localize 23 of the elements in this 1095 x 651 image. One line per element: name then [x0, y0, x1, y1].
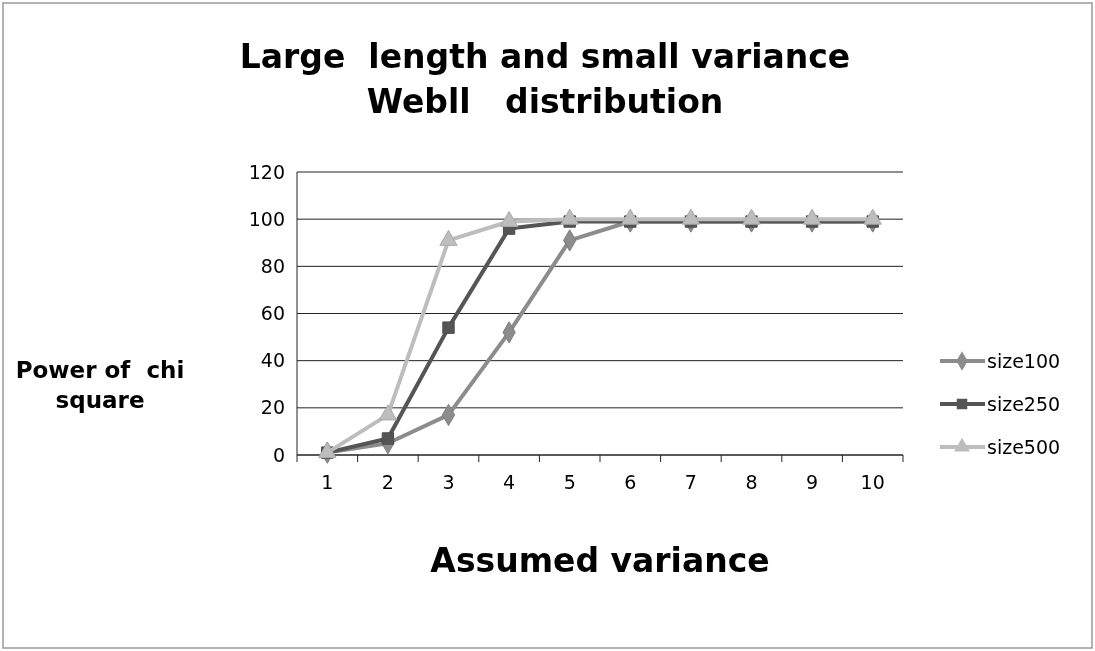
- y-tick-label: 0: [272, 443, 285, 466]
- x-tick-label: 4: [503, 471, 516, 493]
- x-tick-label: 2: [381, 471, 394, 493]
- legend-label: size100: [987, 349, 1061, 372]
- y-tick-label: 40: [260, 349, 285, 372]
- x-tick-label: 9: [806, 471, 819, 493]
- legend-label: size500: [987, 435, 1061, 458]
- y-tick-label: 120: [248, 160, 285, 183]
- chart-title: Large length and small variance Webll distribution: [239, 37, 851, 121]
- legend-label: size250: [987, 392, 1061, 415]
- x-tick-label: 6: [624, 471, 637, 493]
- x-tick-label: 1: [321, 471, 334, 493]
- y-tick-label: 100: [248, 207, 285, 230]
- y-tick-label: 20: [260, 396, 285, 419]
- x-tick-label: 7: [684, 471, 697, 493]
- y-tick-label: 60: [260, 302, 285, 325]
- x-tick-label: 3: [442, 471, 455, 493]
- x-tick-label: 10: [860, 471, 885, 493]
- y-axis-title: Power of chi square: [15, 357, 185, 413]
- x-tick-label: 5: [563, 471, 576, 493]
- y-tick-label: 80: [260, 254, 285, 277]
- x-axis-title: Assumed variance: [430, 541, 770, 580]
- x-tick-label: 8: [745, 471, 758, 493]
